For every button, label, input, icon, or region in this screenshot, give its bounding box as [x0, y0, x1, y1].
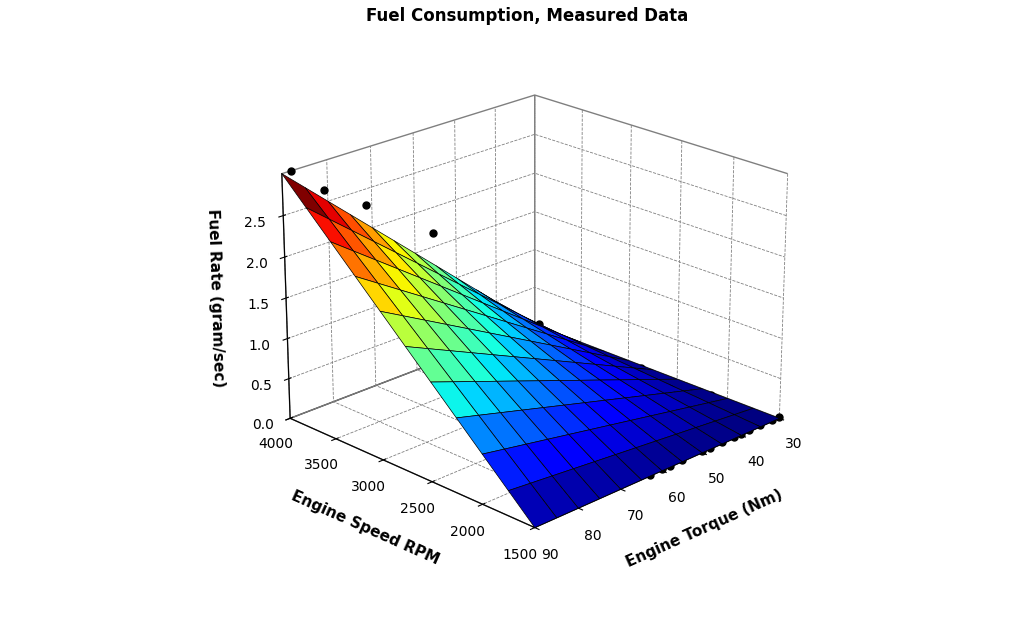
Y-axis label: Engine Speed RPM: Engine Speed RPM [289, 489, 441, 568]
Title: Fuel Consumption, Measured Data: Fuel Consumption, Measured Data [367, 7, 688, 25]
X-axis label: Engine Torque (Nm): Engine Torque (Nm) [624, 487, 784, 570]
